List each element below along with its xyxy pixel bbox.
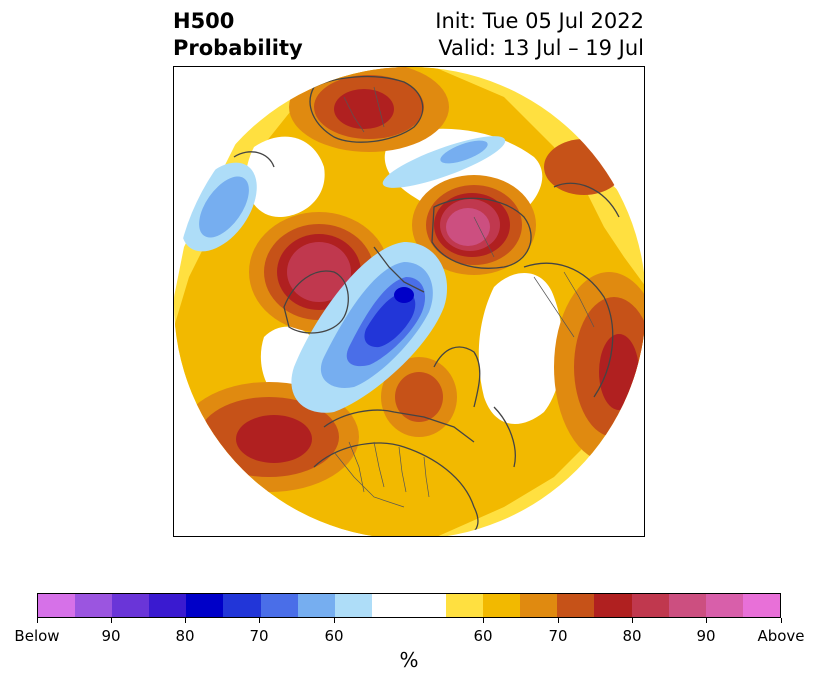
colorbar-segment	[742, 594, 780, 617]
anomaly-pacific-below-65	[199, 176, 249, 238]
anomaly-siberia-90	[446, 208, 490, 246]
colorbar-tick-label: 60	[324, 627, 344, 645]
anomaly-europe-80	[334, 89, 394, 129]
colorbar-tick-label: Above	[757, 627, 805, 645]
colorbar-segment	[223, 594, 261, 617]
colorbar-tick-label: Below	[14, 627, 60, 645]
colorbar-tick	[333, 618, 335, 623]
colorbar-tick	[705, 618, 707, 623]
init-date: Init: Tue 05 Jul 2022	[435, 9, 644, 33]
colorbar-tick	[184, 618, 186, 623]
colorbar-segment	[75, 594, 113, 617]
neutral-region	[245, 136, 325, 217]
title-left: H500 Probability	[173, 8, 303, 62]
colorbar-segment	[371, 594, 409, 617]
anomaly-asia-80	[599, 334, 639, 410]
colorbar-segment	[334, 594, 372, 617]
colorbar-segment	[149, 594, 187, 617]
colorbar-tick	[110, 618, 112, 623]
colorbar-tick	[557, 618, 559, 623]
colorbar-segment	[408, 594, 447, 617]
anomaly-arctic-below-75	[364, 292, 416, 348]
colorbar-segment	[112, 594, 150, 617]
colorbar-tick	[482, 618, 484, 623]
colorbar-tick	[780, 618, 782, 623]
colorbar-segment	[705, 594, 743, 617]
colorbar-segment	[38, 594, 76, 617]
colorbar-tick	[631, 618, 633, 623]
colorbar-segment	[260, 594, 298, 617]
colorbar-unit: %	[399, 648, 419, 672]
colorbar-tick-label: 80	[622, 627, 642, 645]
neutral-region	[478, 273, 563, 424]
title-variable: H500	[173, 9, 235, 33]
colorbar-segment	[446, 594, 484, 617]
colorbar-segment	[557, 594, 595, 617]
colorbar-tick-label: 80	[175, 627, 195, 645]
colorbar-tick-label: 90	[101, 627, 121, 645]
colorbar-tick	[258, 618, 260, 623]
colorbar-segment	[186, 594, 224, 617]
borders	[333, 86, 595, 508]
colorbar-tick-label: 60	[473, 627, 493, 645]
colorbar-tick-label: 70	[249, 627, 269, 645]
colorbar-segment	[668, 594, 706, 617]
map-panel	[173, 66, 645, 537]
title-right: Init: Tue 05 Jul 2022 Valid: 13 Jul – 19…	[435, 8, 644, 62]
colorbar	[37, 593, 781, 618]
coastlines	[233, 75, 620, 536]
anomaly-canada-75	[395, 372, 443, 422]
colorbar-tick-label: 90	[696, 627, 716, 645]
valid-range: Valid: 13 Jul – 19 Jul	[438, 36, 644, 60]
title-product: Probability	[173, 36, 303, 60]
colorbar-segment	[297, 594, 335, 617]
anomaly-pacific-80	[236, 415, 312, 463]
anomaly-arctic-below-80	[394, 287, 414, 303]
colorbar-segment	[520, 594, 558, 617]
colorbar-segment	[631, 594, 669, 617]
anomaly-russia-below-65	[440, 140, 488, 164]
colorbar-segment	[483, 594, 521, 617]
colorbar-segment	[594, 594, 632, 617]
colorbar-tick-label: 70	[548, 627, 568, 645]
polar-map	[174, 67, 644, 536]
colorbar-tick	[36, 618, 38, 623]
